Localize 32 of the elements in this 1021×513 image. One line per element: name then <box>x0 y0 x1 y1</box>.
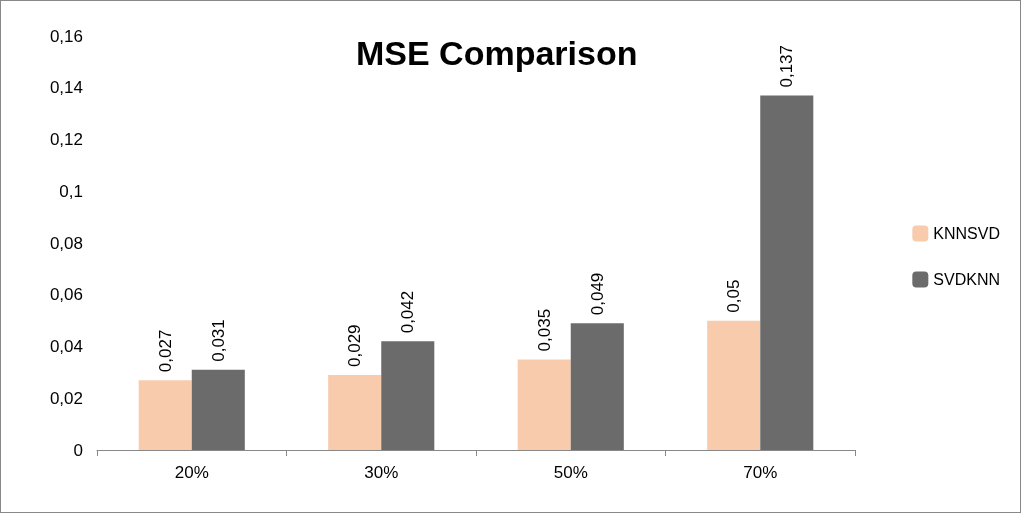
bar <box>570 323 624 450</box>
y-tick-label: 0,1 <box>59 181 83 201</box>
data-label: 0,029 <box>345 324 365 367</box>
bar <box>191 369 245 450</box>
data-label: 0,05 <box>724 279 744 313</box>
y-tick-label: 0,14 <box>49 78 83 98</box>
legend-label: KNNSVD <box>933 225 1001 242</box>
bar <box>138 380 192 450</box>
y-tick-label: 0 <box>73 440 83 460</box>
y-tick-label: 0,16 <box>49 26 83 46</box>
x-tick-label: 50% <box>553 463 588 482</box>
y-tick-label: 0,02 <box>49 388 83 408</box>
bar <box>517 359 571 450</box>
x-tick-label: 30% <box>364 463 399 482</box>
data-label: 0,035 <box>534 308 554 352</box>
x-tick-label: 20% <box>174 463 209 482</box>
data-label: 0,049 <box>587 272 607 316</box>
bar <box>760 95 814 450</box>
data-label: 0,031 <box>208 319 228 362</box>
y-tick-label: 0,12 <box>49 130 83 149</box>
data-label: 0,027 <box>155 329 175 373</box>
y-tick-label: 0,04 <box>49 337 83 356</box>
data-label: 0,137 <box>777 44 797 88</box>
y-tick-label: 0,06 <box>49 285 83 305</box>
data-label: 0,042 <box>398 290 418 334</box>
x-tick-label: 70% <box>743 463 778 482</box>
y-tick-label: 0,08 <box>49 233 83 253</box>
bar <box>381 341 435 450</box>
bar <box>328 374 382 450</box>
chart-title: MSE Comparison <box>356 34 638 72</box>
bar <box>707 320 761 450</box>
legend-label: SVDKNN <box>933 271 1001 288</box>
